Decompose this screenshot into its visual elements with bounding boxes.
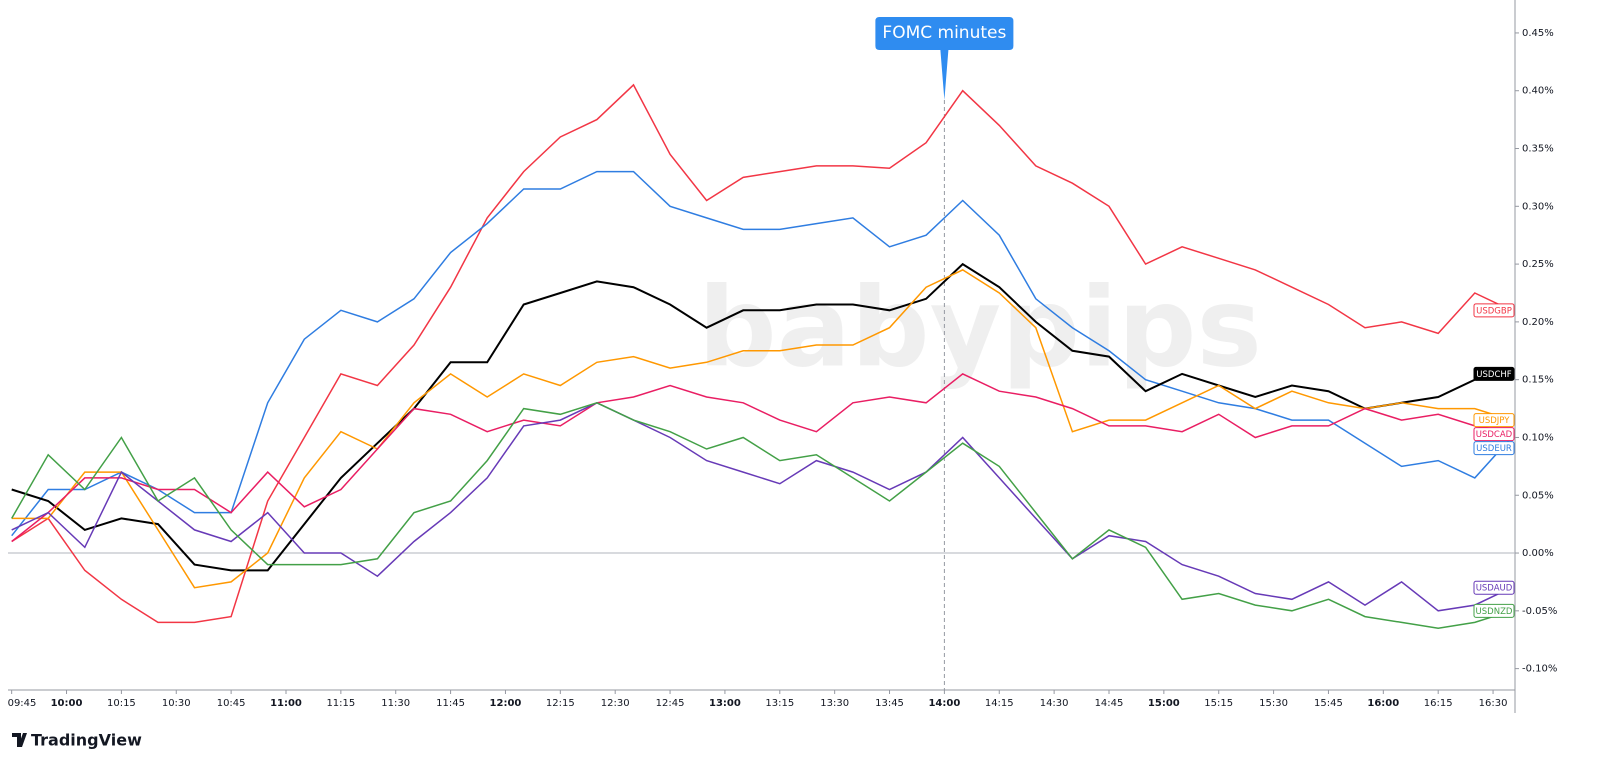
x-tick-label: 10:15 [107, 698, 136, 709]
series-name: USDCHF [1476, 370, 1511, 380]
x-tick-label: 16:30 [1479, 698, 1508, 709]
series-end-label-box [1473, 427, 1515, 442]
series-end-label-box [1473, 413, 1515, 428]
y-tick-label: 0.05% [1522, 490, 1554, 501]
x-tick-label: 16:15 [1424, 698, 1453, 709]
x-tick-label: 10:00 [51, 698, 83, 709]
series-line [11, 83, 1512, 624]
y-tick-label: -0.05% [1522, 606, 1557, 617]
x-tick-label: 10:45 [217, 698, 246, 709]
series-line [11, 401, 1512, 629]
y-tick-label: 0.35% [1522, 144, 1554, 155]
series-name: USDEUR [1476, 444, 1512, 454]
series-name: USDAUD [1476, 584, 1513, 594]
y-tick-label: 0.30% [1522, 201, 1554, 212]
y-tick-label: 0.10% [1522, 432, 1554, 443]
series-name: USDGBP [1476, 306, 1512, 316]
series-name: USDJPY [1479, 416, 1511, 426]
branding: TradingView [31, 731, 142, 750]
series-end-label-box [1473, 441, 1515, 456]
x-tick-label: 13:15 [765, 698, 794, 709]
x-tick-label: 13:45 [875, 698, 904, 709]
x-tick-label: 12:30 [601, 698, 630, 709]
plot [8, 83, 1515, 690]
x-tick-label: 15:15 [1204, 698, 1233, 709]
series-end-label-box [1473, 303, 1515, 318]
x-tick-label: 11:45 [436, 698, 465, 709]
series-name: USDNZD [1476, 607, 1513, 617]
x-tick-label: 09:45 [8, 698, 37, 709]
x-tick-label: 12:00 [490, 698, 522, 709]
x-tick-label: 15:00 [1148, 698, 1180, 709]
x-tick-label: 15:30 [1259, 698, 1288, 709]
y-tick-label: 0.15% [1522, 375, 1554, 386]
x-tick-label: 14:15 [985, 698, 1014, 709]
series-end-label-box [1473, 603, 1515, 618]
y-tick-label: 0.40% [1522, 86, 1554, 97]
x-tick-label: 16:00 [1367, 698, 1399, 709]
annotation-bubble [875, 17, 1014, 100]
logo-icon [12, 733, 27, 747]
y-tick-label: 0.25% [1522, 259, 1554, 270]
x-tick-label: 15:45 [1314, 698, 1343, 709]
watermark: babypips [698, 263, 1262, 391]
x-tick-label: 11:30 [381, 698, 410, 709]
x-tick-label: 10:30 [162, 698, 191, 709]
x-tick-label: 12:45 [656, 698, 685, 709]
x-tick-label: 14:00 [928, 698, 960, 709]
annotation-text: FOMC minutes [882, 23, 1006, 43]
series-line [11, 262, 1512, 572]
y-tick-label: -0.10% [1522, 664, 1557, 675]
series-end-label-box [1473, 366, 1515, 381]
y-tick-label: 0.20% [1522, 317, 1554, 328]
x-tick-label: 14:45 [1095, 698, 1124, 709]
x-tick-label: 11:15 [326, 698, 355, 709]
series-line [11, 401, 1512, 612]
x-tick-label: 13:30 [820, 698, 849, 709]
y-tick-label: 0.45% [1522, 28, 1554, 39]
x-tick-label: 11:00 [270, 698, 302, 709]
series-line [11, 373, 1512, 543]
x-tick-label: 12:15 [546, 698, 575, 709]
y-tick-label: 0.00% [1522, 548, 1554, 559]
x-tick-label: 13:00 [709, 698, 741, 709]
series-name: USDCAD [1476, 430, 1513, 440]
x-tick-label: 14:30 [1040, 698, 1069, 709]
series-line [11, 170, 1512, 537]
series-end-label-box [1473, 580, 1515, 595]
